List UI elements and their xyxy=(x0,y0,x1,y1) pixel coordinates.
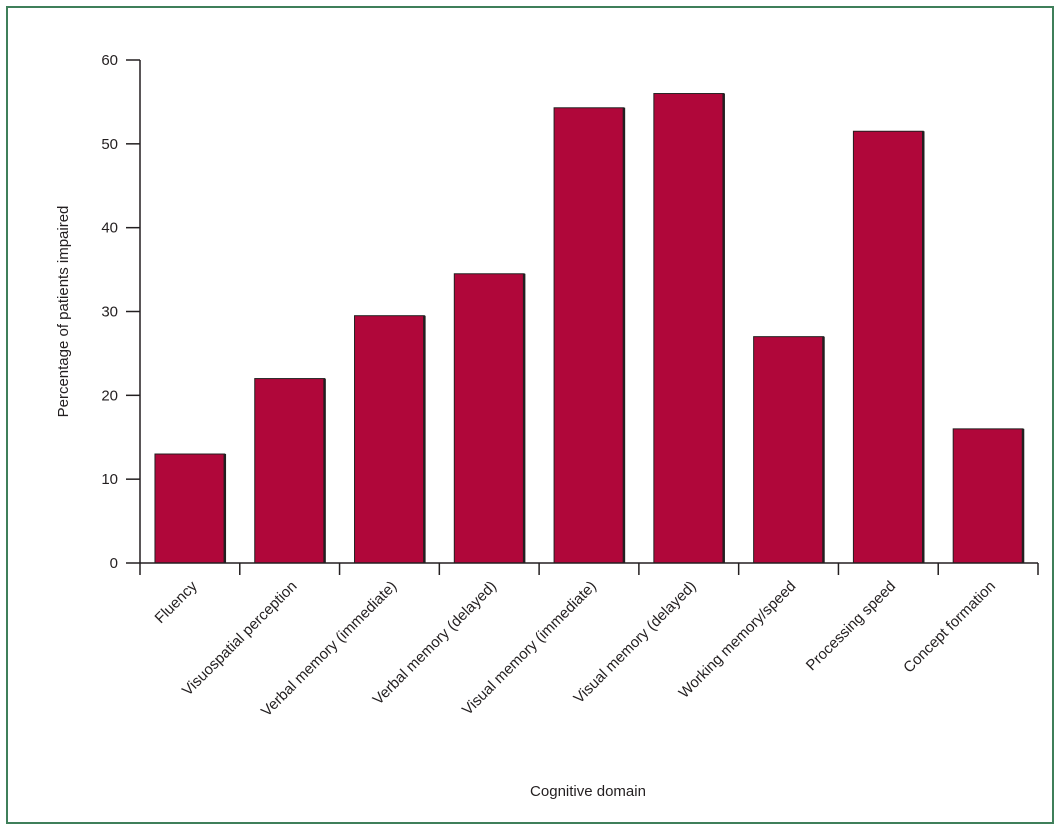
x-tick-label-7: Processing speed xyxy=(803,578,899,674)
bar-8 xyxy=(952,428,1024,564)
y-ticks: 0 10 20 30 40 50 60 xyxy=(101,52,140,572)
x-tick-label-8: Concept formation xyxy=(900,578,999,677)
y-tick-label-3: 30 xyxy=(101,304,118,321)
y-tick-label-4: 40 xyxy=(101,220,118,237)
bar-4 xyxy=(553,107,625,564)
bar-1 xyxy=(254,378,326,564)
x-tick-label-0: Fluency xyxy=(152,577,202,627)
bar-0 xyxy=(154,453,226,564)
bar-2 xyxy=(354,315,425,564)
y-tick-label-0: 0 xyxy=(110,555,118,572)
y-tick-label-2: 20 xyxy=(101,387,118,404)
bars-layer xyxy=(154,93,1025,564)
y-tick-label-1: 10 xyxy=(101,471,118,488)
x-axis-title: Cognitive domain xyxy=(530,783,646,800)
bar-6 xyxy=(753,336,824,564)
bar-3 xyxy=(453,273,525,564)
bar-5 xyxy=(653,93,725,564)
y-tick-label-5: 50 xyxy=(101,136,118,153)
y-axis-title: Percentage of patients impaired xyxy=(55,206,72,418)
y-tick-label-6: 60 xyxy=(101,52,118,69)
x-tick-label-6: Working memory/speed xyxy=(676,578,800,702)
x-tick-label-1: Visuospatial perception xyxy=(179,578,301,700)
bar-7 xyxy=(852,130,924,564)
